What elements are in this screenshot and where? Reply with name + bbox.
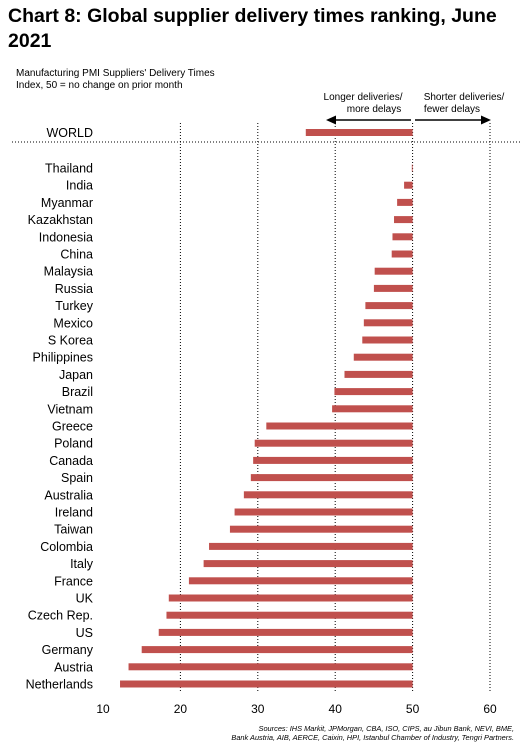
bar [373, 284, 413, 292]
bar [404, 181, 413, 189]
category-label: Greece [52, 420, 93, 434]
category-label: Kazakhstan [28, 213, 93, 227]
bar [362, 336, 413, 344]
arrow-left-icon [326, 115, 411, 125]
chart-subtitle: Manufacturing PMI Suppliers' Delivery Ti… [16, 68, 215, 92]
bar-world [305, 129, 413, 136]
annotation-longer-line-1: Longer deliveries/ [324, 92, 403, 103]
category-label: UK [76, 592, 94, 606]
category-label: Mexico [53, 316, 93, 330]
arrow-right-icon [415, 115, 491, 125]
bar [266, 422, 413, 430]
category-label: US [76, 626, 93, 640]
sources-line-2: Bank Austria, AIB, AERCE, Caixin, HPI, I… [231, 733, 514, 742]
category-label: Brazil [62, 385, 93, 399]
bar [374, 267, 413, 275]
category-label: Czech Rep. [28, 609, 93, 623]
bar [120, 680, 413, 688]
bar [188, 577, 413, 585]
category-label: Ireland [55, 506, 93, 520]
category-label: Russia [55, 282, 93, 296]
sources-note: Sources: IHS Markit, JPMorgan, CBA, ISO,… [34, 724, 514, 742]
annotation-shorter-line-1: Shorter deliveries/ [424, 92, 505, 103]
bar [158, 628, 413, 636]
bar [397, 198, 413, 206]
category-label: Canada [49, 454, 93, 468]
bar [203, 560, 413, 568]
bar [243, 491, 413, 499]
category-label: Turkey [55, 299, 93, 313]
x-tick-label: 30 [251, 702, 265, 716]
category-label: Thailand [45, 162, 93, 176]
category-label: Germany [42, 643, 94, 657]
bar [234, 508, 413, 516]
bar [128, 663, 413, 671]
bar [250, 474, 413, 482]
bar [254, 439, 413, 447]
category-label: Philippines [33, 351, 93, 365]
category-label: Austria [54, 660, 93, 674]
category-label: Colombia [40, 540, 93, 554]
bar [332, 405, 413, 413]
category-label: Netherlands [26, 678, 93, 692]
category-label: Vietnam [47, 402, 93, 416]
category-label: India [66, 179, 93, 193]
bar [166, 611, 413, 619]
bar [394, 216, 413, 224]
category-label: Taiwan [54, 523, 93, 537]
bar [353, 353, 413, 361]
bar [411, 164, 413, 172]
x-tick-label: 50 [406, 702, 420, 716]
bar [168, 594, 413, 602]
bar [391, 250, 413, 258]
category-label: Japan [59, 368, 93, 382]
subtitle-line-1: Manufacturing PMI Suppliers' Delivery Ti… [16, 68, 215, 79]
category-label: WORLD [46, 126, 93, 140]
bar [229, 525, 413, 533]
chart-title: Chart 8: Global supplier delivery times … [8, 5, 497, 52]
x-tick-label: 40 [329, 702, 343, 716]
bar [363, 319, 413, 327]
category-label: Malaysia [44, 265, 93, 279]
x-tick-label: 10 [96, 702, 110, 716]
category-label: France [54, 574, 93, 588]
category-label: Italy [70, 557, 94, 571]
bar [141, 646, 413, 654]
subtitle-line-2: Index, 50 = no change on prior month [16, 80, 183, 91]
bar [209, 542, 413, 550]
x-tick-label: 60 [483, 702, 497, 716]
annotation-shorter-line-2: fewer delays [424, 104, 480, 115]
bar [392, 233, 413, 241]
category-label: Australia [44, 488, 93, 502]
x-tick-label: 20 [174, 702, 188, 716]
bar [334, 388, 413, 396]
category-label: Poland [54, 437, 93, 451]
category-label: Myanmar [41, 196, 93, 210]
category-label: Spain [61, 471, 93, 485]
bar [253, 456, 413, 464]
bar [365, 302, 413, 310]
sources-line-1: Sources: IHS Markit, JPMorgan, CBA, ISO,… [258, 724, 514, 733]
category-label: China [60, 248, 93, 262]
category-label: Indonesia [39, 230, 93, 244]
category-label: S Korea [48, 334, 93, 348]
bar [344, 370, 413, 378]
annotation-longer-line-2: more delays [347, 104, 401, 115]
